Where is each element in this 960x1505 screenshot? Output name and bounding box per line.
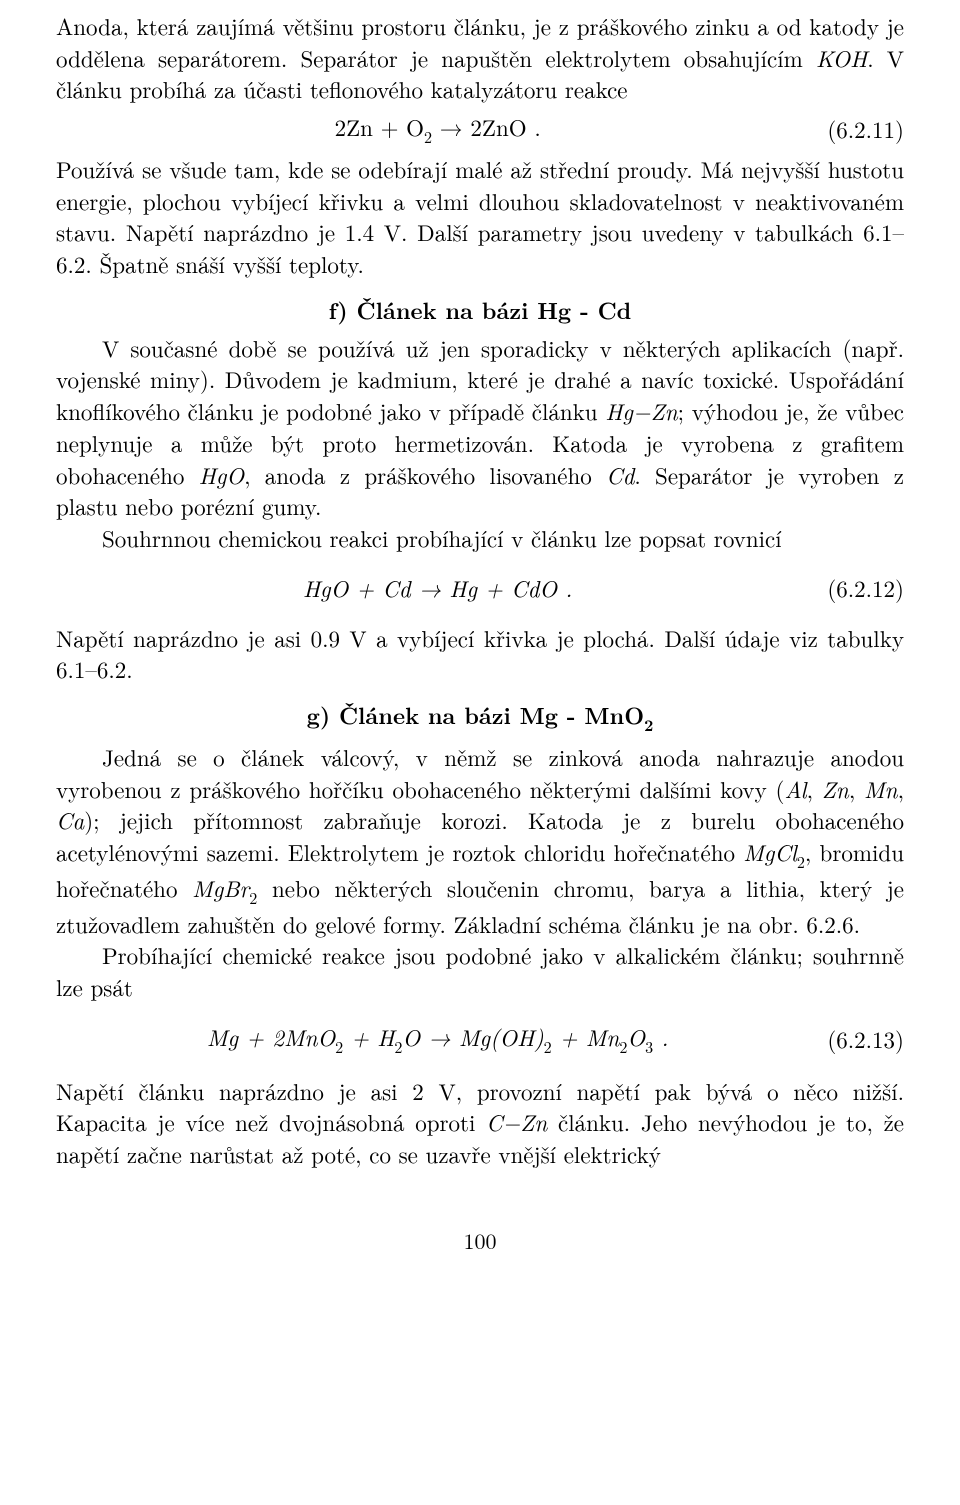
formula-mgcl2: MgCl2 — [743, 835, 805, 868]
heading-g-text: g) Článek na bázi Mg - MnO — [307, 698, 644, 731]
equation-6-2-11: 2Zn + O2 → 2ZnO . (6.2.11) — [56, 111, 904, 147]
equation-body: 2Zn + O2 → 2ZnO . — [56, 111, 819, 147]
eq-text: HgO + Cd → Hg + CdO . — [303, 571, 572, 604]
text: , — [898, 772, 904, 805]
text: Jedná se o článek válcový, v němž se zin… — [56, 740, 904, 805]
eq-text: Mg + 2MnO — [207, 1020, 335, 1053]
text: Anoda, která zaujímá většinu prostoru čl… — [56, 9, 904, 74]
eq-sub: 2 — [619, 1035, 627, 1058]
eq-text: + H — [343, 1020, 394, 1053]
text: Používá se všude tam, kde se odebírají m… — [56, 152, 904, 280]
formula-koh: KOH — [816, 41, 867, 74]
equation-6-2-12: HgO + Cd → Hg + CdO . (6.2.12) — [56, 572, 904, 604]
formula-czn: C−Zn — [486, 1105, 547, 1138]
text: Souhrnnou chemickou reakci probíhající v… — [102, 521, 782, 554]
paragraph-1: Anoda, která zaujímá většinu prostoru čl… — [56, 10, 904, 105]
heading-g-sub: 2 — [644, 713, 653, 736]
paragraph-6: Jedná se o článek válcový, v němž se zin… — [56, 741, 904, 940]
page-content: Anoda, která zaujímá většinu prostoru čl… — [0, 0, 960, 1505]
eq-text: O — [627, 1020, 645, 1053]
eq-text: 2Zn + O — [335, 110, 424, 143]
text: , — [807, 772, 822, 805]
eq-sub: 2 — [424, 125, 432, 148]
paragraph-7: Probíhající chemické reakce jsou podobné… — [56, 939, 904, 1002]
equation-number: (6.2.12) — [819, 572, 904, 604]
formula-cd: Cd — [606, 458, 634, 491]
paragraph-8: Napětí článku naprázdno je asi 2 V, prov… — [56, 1075, 904, 1170]
eq-sub: 2 — [335, 1035, 343, 1058]
formula-mgbr2: MgBr2 — [192, 871, 257, 904]
eq-text: . — [653, 1020, 668, 1053]
eq-sub: 2 — [394, 1035, 402, 1058]
eq-arrow: → — [432, 110, 470, 143]
equation-number: (6.2.11) — [819, 113, 904, 145]
text: , anoda z práškového lisovaného — [244, 458, 606, 491]
eq-text: 2ZnO . — [470, 110, 540, 143]
equation-body: HgO + Cd → Hg + CdO . — [56, 572, 819, 604]
formula-hgo: HgO — [199, 458, 244, 491]
eq-sub: 2 — [544, 1035, 552, 1058]
text: Napětí naprázdno je asi 0.9 V a vybíjecí… — [56, 621, 904, 686]
formula-mn: Mn — [864, 772, 898, 805]
page-number: 100 — [56, 1226, 904, 1256]
eq-text: O → Mg(OH) — [402, 1020, 543, 1053]
paragraph-3: V současné době se používá už jen sporad… — [56, 332, 904, 522]
text: , — [849, 772, 864, 805]
equation-number: (6.2.13) — [819, 1023, 904, 1055]
paragraph-5: Napětí naprázdno je asi 0.9 V a vybíjecí… — [56, 622, 904, 685]
formula-zn: Zn — [822, 772, 849, 805]
paragraph-4: Souhrnnou chemickou reakci probíhající v… — [56, 522, 904, 554]
eq-sub: 3 — [645, 1035, 653, 1058]
equation-6-2-13: Mg + 2MnO2 + H2O → Mg(OH)2 + Mn2O3 . (6.… — [56, 1021, 904, 1057]
heading-g: g) Článek na bázi Mg - MnO2 — [56, 699, 904, 735]
formula-al: Al — [784, 772, 806, 805]
heading-f: f) Článek na bázi Hg - Cd — [56, 294, 904, 326]
paragraph-2: Používá se všude tam, kde se odebírají m… — [56, 153, 904, 280]
formula-hgzn: Hg−Zn — [605, 394, 677, 427]
text: Probíhající chemické reakce jsou podobné… — [56, 938, 904, 1003]
formula-ca: Ca — [56, 803, 84, 836]
equation-body: Mg + 2MnO2 + H2O → Mg(OH)2 + Mn2O3 . — [56, 1021, 819, 1057]
eq-text: + Mn — [552, 1020, 620, 1053]
